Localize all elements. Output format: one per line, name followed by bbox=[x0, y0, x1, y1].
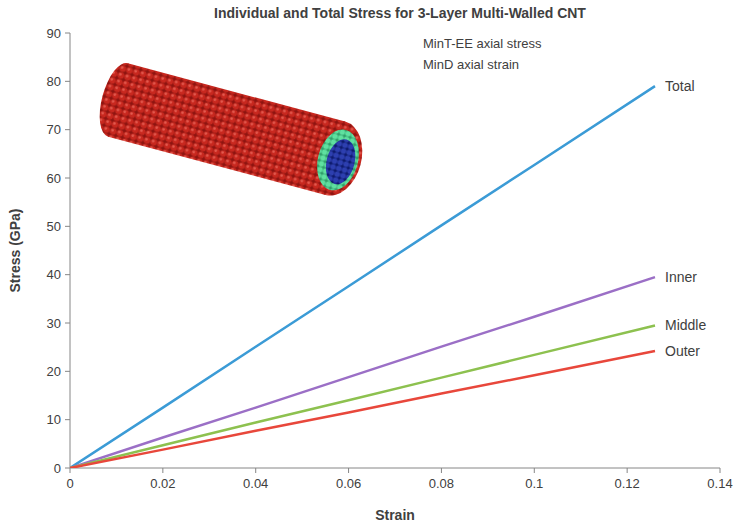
y-tick-label: 80 bbox=[47, 74, 61, 89]
series-label: Outer bbox=[665, 343, 700, 359]
y-tick bbox=[65, 226, 70, 227]
x-tick-label: 0 bbox=[66, 476, 73, 491]
y-tick bbox=[65, 468, 70, 469]
tube-end-outer bbox=[300, 115, 370, 202]
series-line bbox=[70, 277, 655, 468]
y-axis bbox=[70, 33, 71, 468]
chart: Individual and Total Stress for 3-Layer … bbox=[0, 0, 744, 531]
y-tick bbox=[65, 81, 70, 82]
tube-end-inner bbox=[321, 136, 360, 188]
y-tick bbox=[65, 419, 70, 420]
x-tick bbox=[255, 468, 256, 473]
x-axis bbox=[70, 468, 720, 469]
y-tick bbox=[65, 274, 70, 275]
plot-lines bbox=[70, 86, 655, 468]
series-label: Total bbox=[665, 78, 695, 94]
y-tick-label: 0 bbox=[54, 461, 61, 476]
y-tick-label: 70 bbox=[47, 122, 61, 137]
x-tick bbox=[348, 468, 349, 473]
x-tick-label: 0.12 bbox=[614, 476, 639, 491]
cnt-illustration bbox=[93, 59, 371, 202]
y-tick-label: 40 bbox=[47, 267, 61, 282]
y-tick-label: 10 bbox=[47, 412, 61, 427]
series-label: Inner bbox=[665, 269, 697, 285]
x-tick-label: 0.04 bbox=[243, 476, 268, 491]
x-tick-label: 0.14 bbox=[707, 476, 732, 491]
y-tick-label: 90 bbox=[47, 26, 61, 41]
x-tick-label: 0.02 bbox=[150, 476, 175, 491]
x-tick bbox=[162, 468, 163, 473]
x-tick bbox=[720, 468, 721, 473]
y-axis-title: Stress (GPa) bbox=[7, 208, 23, 292]
y-tick bbox=[65, 178, 70, 179]
x-tick-label: 0.08 bbox=[429, 476, 454, 491]
tube-end-middle bbox=[311, 125, 366, 195]
y-tick bbox=[65, 129, 70, 130]
y-tick-label: 50 bbox=[47, 219, 61, 234]
x-tick bbox=[70, 468, 71, 473]
x-tick bbox=[441, 468, 442, 473]
y-tick-label: 20 bbox=[47, 364, 61, 379]
annotation: MinD axial strain bbox=[423, 57, 519, 72]
series-line bbox=[70, 86, 655, 468]
series-labels: Total Inner Middle Outer bbox=[665, 78, 706, 359]
x-tick bbox=[627, 468, 628, 473]
x-tick-label: 0.06 bbox=[336, 476, 361, 491]
x-tick bbox=[534, 468, 535, 473]
y-tick-label: 30 bbox=[47, 316, 61, 331]
annotation: MinT-EE axial stress bbox=[423, 36, 542, 51]
y-tick-label: 60 bbox=[47, 171, 61, 186]
y-tick bbox=[65, 371, 70, 372]
title: Individual and Total Stress for 3-Layer … bbox=[214, 5, 586, 21]
x-tick-label: 0.1 bbox=[525, 476, 543, 491]
series-label: Middle bbox=[665, 317, 706, 333]
series-line bbox=[70, 325, 655, 468]
y-tick bbox=[65, 33, 70, 34]
series-line bbox=[70, 351, 655, 468]
y-tick bbox=[65, 323, 70, 324]
x-axis-title: Strain bbox=[375, 507, 415, 523]
